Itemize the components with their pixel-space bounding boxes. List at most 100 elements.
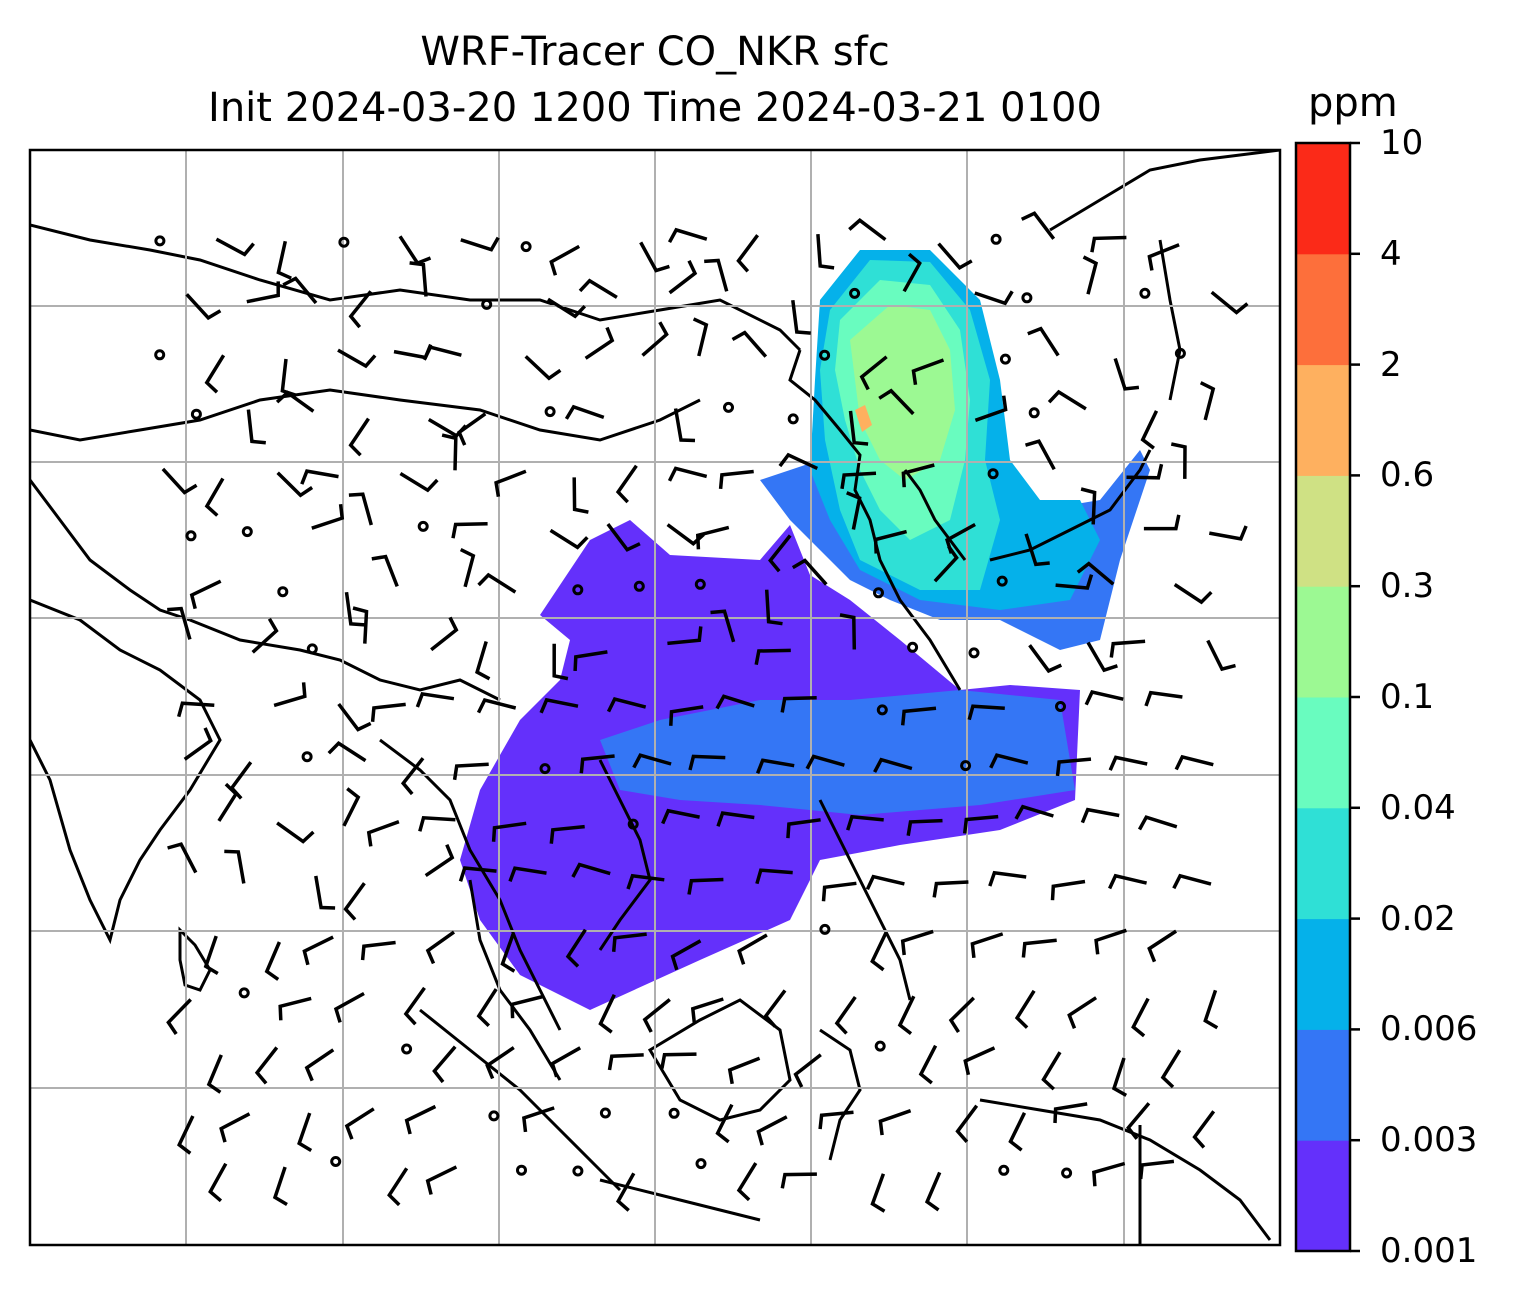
calm-wind-marker — [330, 1156, 342, 1167]
colorbar-tick-label: 0.04 — [1380, 787, 1456, 828]
wind-barb — [768, 534, 792, 573]
colorbar-tick-label: 0.003 — [1380, 1120, 1478, 1161]
wind-barb — [1192, 1110, 1216, 1149]
wind-barb — [494, 469, 527, 497]
colorbar-tick-label: 0.1 — [1380, 677, 1435, 717]
wind-barb — [579, 754, 615, 774]
calm-wind-marker — [873, 587, 884, 599]
map-subtitle: Init 2024-03-20 1200 Time 2024-03-21 010… — [208, 85, 1102, 131]
colorbar-segment — [1296, 1140, 1350, 1252]
calm-wind-marker — [819, 349, 831, 361]
calm-wind-marker — [1139, 287, 1151, 299]
wind-barb — [475, 641, 491, 681]
wind-barbs — [154, 211, 1249, 1213]
colorbar-tick-label: 0.006 — [1380, 1009, 1478, 1050]
wind-barb — [302, 935, 334, 966]
wind-barb — [564, 404, 605, 420]
calm-wind-marker — [401, 1043, 413, 1055]
wind-barb — [632, 753, 672, 769]
wind-barb — [387, 1167, 409, 1207]
wind-barb — [870, 1173, 886, 1213]
wind-barb — [204, 477, 225, 517]
wind-barb — [371, 554, 399, 588]
wind-barb — [204, 354, 226, 394]
wind-barb — [1199, 381, 1216, 421]
calm-wind-marker — [876, 704, 888, 716]
coastline-russia-east — [1049, 150, 1280, 232]
wind-barb — [264, 941, 282, 981]
wind-barb — [988, 870, 1027, 887]
calm-wind-marker — [241, 526, 253, 538]
wind-barb — [716, 811, 755, 827]
wind-barb — [962, 814, 999, 834]
wind-barb — [521, 1106, 555, 1133]
wind-barb — [786, 818, 821, 839]
calm-wind-marker — [907, 641, 919, 653]
wind-barb — [974, 290, 1014, 306]
calm-wind-marker — [633, 580, 645, 592]
wind-barb — [398, 235, 432, 266]
wind-barb — [1210, 290, 1249, 315]
wind-barb — [183, 727, 213, 761]
coastline-korea — [903, 469, 967, 561]
wind-barb — [839, 613, 857, 650]
wind-barb — [337, 348, 377, 369]
colorbar-tick-label: 0.02 — [1380, 898, 1456, 939]
calm-wind-marker — [572, 584, 584, 596]
wind-barb — [403, 986, 426, 1026]
wind-barb — [1092, 1161, 1126, 1187]
wind-barb — [755, 868, 793, 885]
wind-barb — [457, 412, 487, 446]
wind-barb — [441, 433, 458, 471]
wind-barb — [1137, 815, 1178, 831]
wind-barb — [870, 931, 888, 972]
wind-barb — [370, 702, 406, 722]
wind-barb — [189, 579, 222, 610]
wind-barb — [409, 261, 428, 297]
wind-barb — [1111, 1057, 1128, 1097]
wind-barb — [1108, 755, 1148, 771]
wind-barb — [1126, 463, 1164, 480]
wind-barb — [584, 326, 615, 360]
wind-barb — [704, 258, 729, 292]
wind-barb — [459, 548, 476, 588]
wind-barb — [667, 626, 703, 646]
wind-barb — [1082, 255, 1099, 295]
wind-barb — [878, 1109, 912, 1136]
colorbar-segment — [1296, 253, 1350, 366]
wind-barb — [430, 616, 459, 652]
wind-barb — [276, 821, 315, 844]
wind-barb — [974, 395, 1008, 422]
colorbar-segment — [1296, 143, 1350, 255]
wind-barb — [1055, 757, 1092, 777]
wind-barb — [924, 1171, 942, 1212]
wind-barb — [508, 866, 547, 883]
wind-barb — [736, 234, 760, 273]
calm-wind-marker — [306, 643, 318, 655]
wind-barb — [1109, 639, 1146, 658]
wind-barb — [425, 1165, 458, 1195]
wind-barb — [1080, 807, 1120, 824]
wind-barb — [615, 1172, 636, 1212]
wind-barb — [539, 697, 579, 714]
wind-barb — [695, 525, 730, 550]
wind-barb — [963, 1046, 996, 1076]
wind-barb — [846, 814, 884, 831]
wind-barb — [1014, 804, 1054, 820]
wind-barb — [611, 932, 647, 952]
wind-barb — [967, 704, 1005, 721]
wind-barb — [311, 503, 345, 530]
wind-barb — [219, 1112, 251, 1143]
calm-wind-marker — [627, 818, 639, 830]
wind-barb — [432, 1045, 457, 1084]
wind-barb — [897, 995, 916, 1035]
wind-barb — [848, 410, 869, 446]
coastline-sri-lanka — [178, 926, 212, 992]
wind-barb — [764, 589, 783, 626]
wind-barb — [1076, 561, 1115, 586]
coastline-sakhalin — [1158, 239, 1182, 401]
wind-barb — [607, 1053, 644, 1071]
calm-wind-marker — [277, 586, 289, 598]
wind-barb — [660, 1052, 697, 1069]
